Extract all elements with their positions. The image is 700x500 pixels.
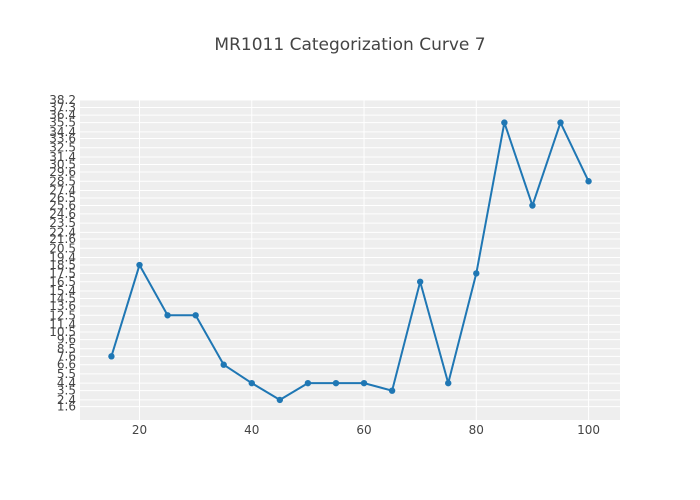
y-tick-label: 32.5 <box>49 141 76 155</box>
data-point <box>585 178 592 185</box>
y-tick-label: 17.5 <box>49 266 76 280</box>
series-line <box>110 121 590 401</box>
y-tick-label: 23.5 <box>49 216 76 230</box>
y-tick-label: 26.5 <box>49 191 76 205</box>
y-tick-label: 35.5 <box>49 116 76 130</box>
chart-title: MR1011 Categorization Curve 7 <box>214 35 485 55</box>
y-tick-label: 27.4 <box>49 183 76 197</box>
data-point <box>501 119 508 126</box>
x-tick-label: 40 <box>244 423 259 437</box>
y-tick-label: 9.6 <box>57 333 76 347</box>
y-tick-label: 20.5 <box>49 241 76 255</box>
data-point <box>136 261 143 269</box>
y-tick-label: 25.6 <box>49 199 76 213</box>
data-point <box>164 312 171 319</box>
y-tick-label: 14.5 <box>49 292 76 306</box>
y-tick-label: 4.4 <box>57 376 76 390</box>
data-point <box>304 379 312 387</box>
data-point <box>108 353 115 360</box>
y-tick-label: 22.4 <box>49 225 76 239</box>
y-tick-label: 34.4 <box>49 125 76 139</box>
y-tick-label: 33.6 <box>49 132 76 146</box>
x-tick-label: 20 <box>132 423 147 437</box>
y-tick-label: 3.5 <box>57 384 76 398</box>
y-axis-tick-labels: 1.62.43.54.45.56.67.68.59.610.511.412.51… <box>49 93 76 414</box>
series-points <box>108 119 592 404</box>
y-tick-label: 15.4 <box>49 284 76 298</box>
y-tick-label: 8.5 <box>57 342 76 356</box>
data-point <box>360 379 368 387</box>
data-point <box>332 379 340 387</box>
y-tick-label: 18.5 <box>49 258 76 272</box>
y-tick-label: 24.6 <box>49 207 76 221</box>
y-tick-label: 28.5 <box>49 174 76 188</box>
x-tick-label: 60 <box>356 423 371 437</box>
grid-lines <box>80 99 620 420</box>
plot-area <box>80 100 620 420</box>
x-tick-label: 80 <box>469 423 484 437</box>
y-tick-label: 12.5 <box>49 308 76 322</box>
data-point <box>557 119 564 126</box>
y-tick-label: 19.4 <box>49 250 76 264</box>
data-point <box>529 202 536 209</box>
x-axis-tick-labels: 20 40 60 80 100 <box>132 423 600 437</box>
data-point <box>192 312 199 319</box>
data-point <box>416 278 424 285</box>
y-tick-label: 38.2 <box>49 93 76 107</box>
data-point <box>220 361 227 368</box>
y-tick-label: 5.5 <box>57 367 76 381</box>
y-tick-label: 1.6 <box>57 400 76 414</box>
y-tick-label: 30.5 <box>49 158 76 172</box>
data-point <box>445 379 452 387</box>
y-tick-label: 21.6 <box>49 232 76 246</box>
y-tick-label: 2.4 <box>57 393 76 407</box>
y-tick-label: 6.6 <box>57 358 76 372</box>
y-tick-label: 29.6 <box>49 165 76 179</box>
data-point <box>248 379 255 387</box>
y-tick-label: 16.5 <box>49 275 76 289</box>
data-point <box>473 270 480 277</box>
data-point <box>388 387 396 394</box>
data-point <box>276 396 284 404</box>
y-tick-label: 31.4 <box>49 150 76 164</box>
y-tick-label: 7.6 <box>57 349 76 363</box>
y-tick-label: 11.4 <box>49 318 76 332</box>
y-tick-label: 36.4 <box>49 108 76 122</box>
x-tick-label: 100 <box>577 423 600 437</box>
y-tick-label: 10.5 <box>49 325 76 339</box>
y-tick-label: 37.3 <box>49 101 76 115</box>
y-tick-label: 13.6 <box>49 299 76 313</box>
